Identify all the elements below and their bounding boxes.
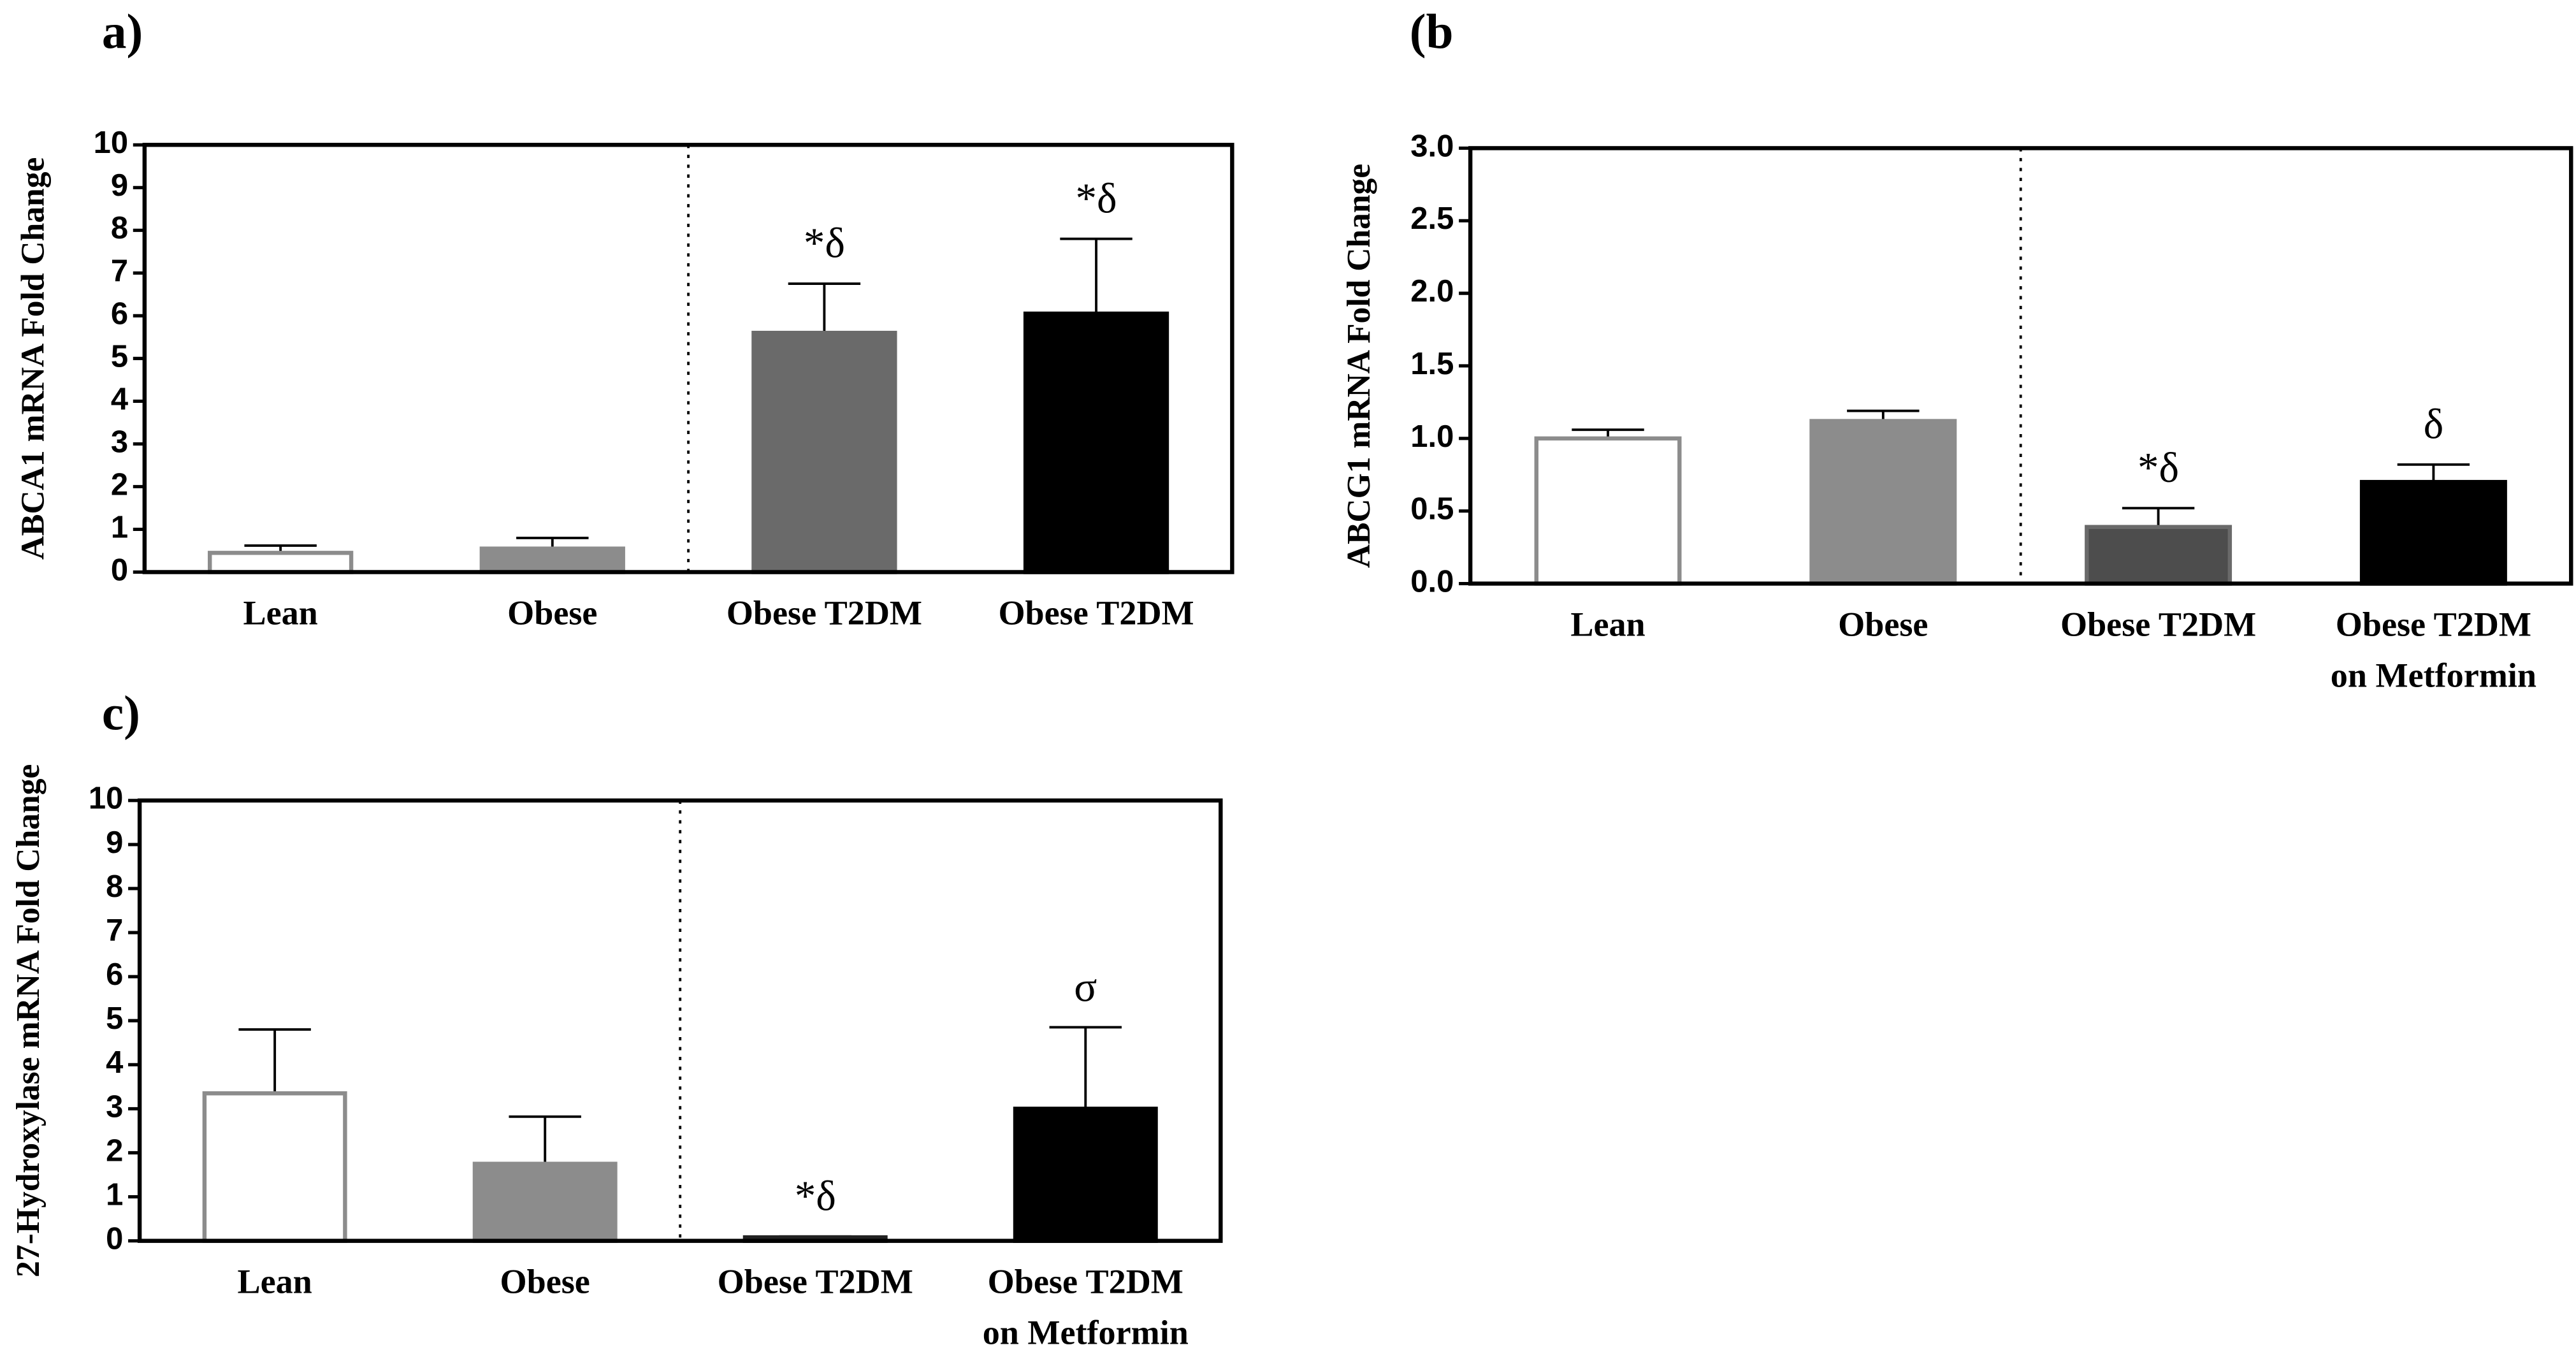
bar: [479, 546, 625, 574]
bar: [472, 1161, 618, 1243]
chart-title: c): [102, 686, 140, 741]
annotation: σ: [1074, 963, 1097, 1010]
x-tick-label: on Metformin: [2331, 656, 2536, 694]
y-tick-label: 2.5: [1410, 201, 1454, 236]
plot-frame: [1468, 146, 2573, 586]
y-tick-label: 3: [106, 1089, 123, 1124]
annotation: *δ: [1075, 175, 1117, 222]
chart-title: a): [102, 4, 143, 59]
y-tick-label: 2: [111, 467, 128, 502]
x-tick-label: Obese T2DM: [2336, 606, 2531, 644]
bar: [1809, 419, 1957, 586]
y-tick-label: 2.0: [1410, 274, 1454, 309]
y-tick-label: 0: [106, 1222, 123, 1256]
annotation: *δ: [2138, 444, 2179, 491]
x-tick-label: Obese: [507, 594, 597, 632]
y-tick-label: 3.0: [1410, 129, 1454, 163]
x-tick-label: Lean: [1570, 606, 1645, 644]
x-tick-label: Obese T2DM: [2060, 606, 2256, 644]
y-tick-label: 5: [111, 339, 128, 374]
annotation: *δ: [795, 1172, 836, 1219]
plot-frame: [142, 143, 1234, 574]
y-tick-label: 9: [106, 825, 123, 860]
y-tick-label: 1: [111, 510, 128, 544]
bar: [202, 1091, 347, 1243]
annotation: *δ: [804, 220, 845, 267]
bar: [2085, 525, 2232, 586]
plot-frame: [137, 798, 1223, 1243]
y-tick-label: 9: [111, 168, 128, 203]
bar: [1023, 311, 1169, 574]
y-tick-label: 6: [106, 957, 123, 992]
bar: [2359, 479, 2507, 586]
x-tick-label: Lean: [237, 1263, 312, 1301]
y-axis-label: ABCA1 mRNA Fold Change: [15, 157, 52, 560]
y-tick-label: 0: [111, 553, 128, 587]
x-tick-label: on Metformin: [983, 1314, 1189, 1352]
y-axis-label: 27-Hydroxylase mRNA Fold Change: [10, 764, 47, 1277]
y-tick-label: 1: [106, 1178, 123, 1212]
y-tick-label: 5: [106, 1001, 123, 1036]
y-tick-label: 1.5: [1410, 347, 1454, 381]
y-tick-label: 6: [111, 296, 128, 331]
y-tick-label: 0.5: [1410, 492, 1454, 527]
x-tick-label: Obese: [500, 1263, 590, 1301]
y-tick-label: 10: [89, 781, 123, 816]
y-tick-label: 10: [94, 126, 128, 160]
bar: [751, 330, 897, 574]
y-tick-label: 4: [111, 382, 128, 416]
y-tick-label: 8: [106, 869, 123, 904]
x-tick-label: Obese T2DM: [998, 594, 1194, 632]
y-tick-label: 7: [111, 254, 128, 288]
y-tick-label: 7: [106, 913, 123, 948]
y-tick-label: 8: [111, 211, 128, 245]
x-tick-label: Obese T2DM: [718, 1263, 913, 1301]
x-tick-label: Obese T2DM: [727, 594, 922, 632]
bar: [1013, 1107, 1158, 1243]
x-tick-label: Obese T2DM: [988, 1263, 1183, 1301]
y-tick-label: 2: [106, 1133, 123, 1168]
y-tick-label: 0.0: [1410, 564, 1454, 599]
annotation: δ: [2424, 400, 2444, 447]
y-tick-label: 3: [111, 425, 128, 459]
bar: [208, 551, 354, 574]
x-tick-label: Obese: [1838, 606, 1928, 644]
y-tick-label: 1.0: [1410, 419, 1454, 454]
y-axis-label: ABCG1 mRNA Fold Change: [1341, 164, 1377, 568]
bar: [1534, 436, 1682, 586]
x-tick-label: Lean: [243, 594, 318, 632]
chart-title: (b: [1410, 4, 1454, 59]
y-tick-label: 4: [106, 1045, 123, 1080]
